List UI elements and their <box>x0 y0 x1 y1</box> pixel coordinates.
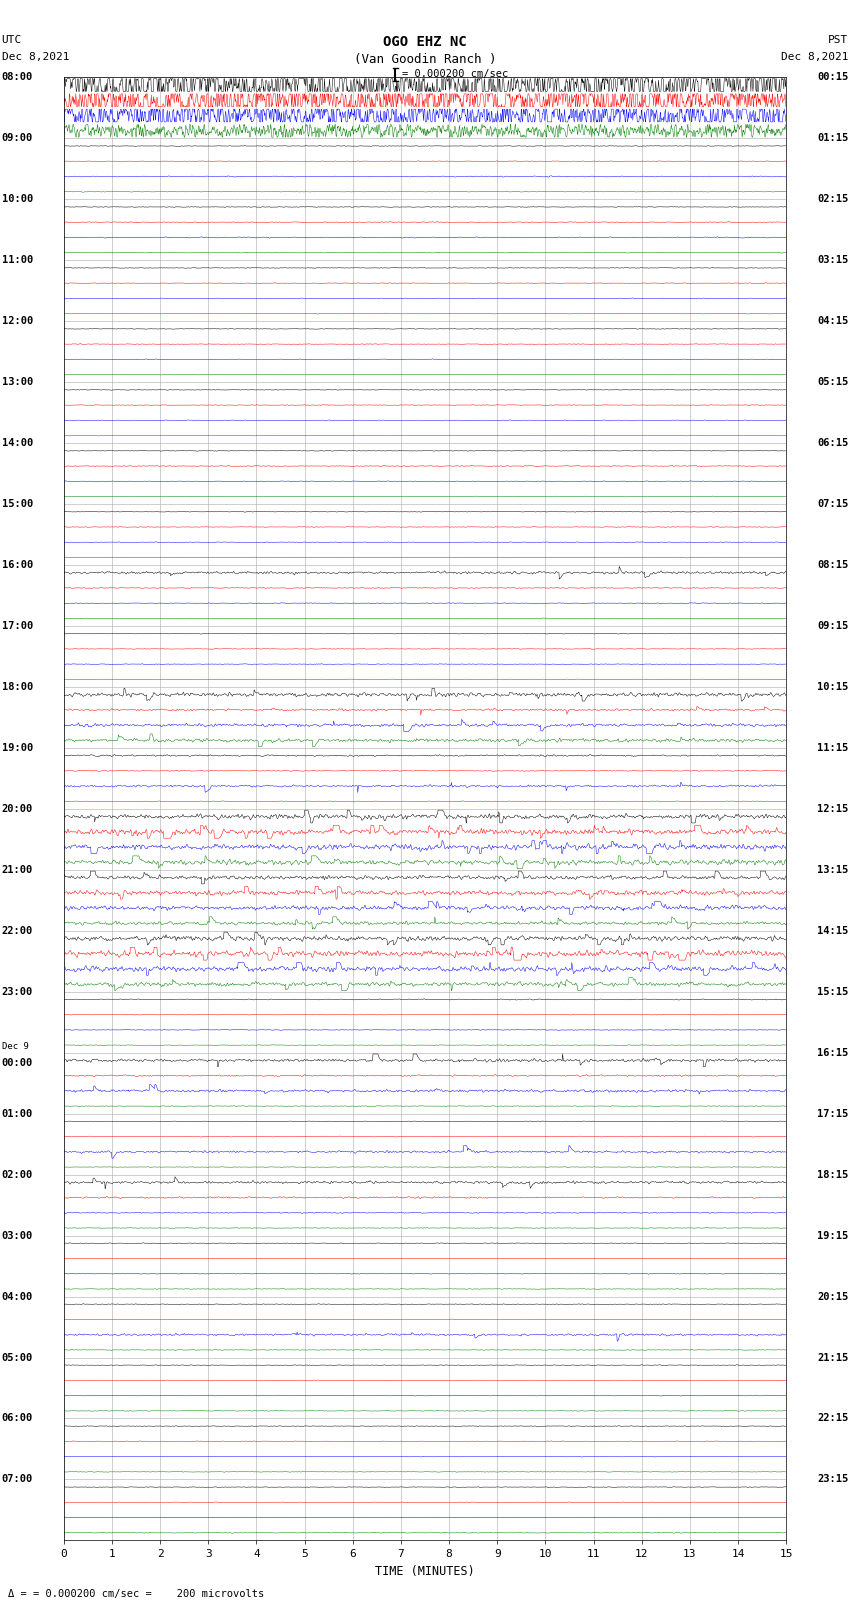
Text: 01:00: 01:00 <box>2 1108 33 1119</box>
Text: 02:15: 02:15 <box>817 194 848 205</box>
Text: 10:15: 10:15 <box>817 682 848 692</box>
Text: 21:15: 21:15 <box>817 1353 848 1363</box>
Text: 00:00: 00:00 <box>2 1058 33 1068</box>
Text: 16:15: 16:15 <box>817 1048 848 1058</box>
Text: 08:15: 08:15 <box>817 560 848 569</box>
Text: 14:15: 14:15 <box>817 926 848 936</box>
Text: 05:00: 05:00 <box>2 1353 33 1363</box>
Text: = 0.000200 cm/sec: = 0.000200 cm/sec <box>402 69 508 79</box>
Text: 12:15: 12:15 <box>817 803 848 815</box>
Text: 02:00: 02:00 <box>2 1169 33 1179</box>
X-axis label: TIME (MINUTES): TIME (MINUTES) <box>375 1565 475 1578</box>
Text: 14:00: 14:00 <box>2 439 33 448</box>
Text: 19:00: 19:00 <box>2 744 33 753</box>
Text: 12:00: 12:00 <box>2 316 33 326</box>
Text: 19:15: 19:15 <box>817 1231 848 1240</box>
Text: 01:15: 01:15 <box>817 134 848 144</box>
Text: 05:15: 05:15 <box>817 377 848 387</box>
Text: Dec 8,2021: Dec 8,2021 <box>781 52 848 61</box>
Text: 20:15: 20:15 <box>817 1292 848 1302</box>
Text: 07:15: 07:15 <box>817 498 848 510</box>
Text: 23:15: 23:15 <box>817 1474 848 1484</box>
Text: 13:15: 13:15 <box>817 865 848 874</box>
Text: 17:15: 17:15 <box>817 1108 848 1119</box>
Text: 10:00: 10:00 <box>2 194 33 205</box>
Text: Dec 9: Dec 9 <box>2 1042 29 1052</box>
Text: 06:00: 06:00 <box>2 1413 33 1424</box>
Text: 13:00: 13:00 <box>2 377 33 387</box>
Text: 09:00: 09:00 <box>2 134 33 144</box>
Text: 03:15: 03:15 <box>817 255 848 265</box>
Text: 18:00: 18:00 <box>2 682 33 692</box>
Text: 16:00: 16:00 <box>2 560 33 569</box>
Text: 18:15: 18:15 <box>817 1169 848 1179</box>
Text: PST: PST <box>828 35 848 45</box>
Text: 23:00: 23:00 <box>2 987 33 997</box>
Text: 08:00: 08:00 <box>2 73 33 82</box>
Text: 00:15: 00:15 <box>817 73 848 82</box>
Text: Dec 8,2021: Dec 8,2021 <box>2 52 69 61</box>
Text: 03:00: 03:00 <box>2 1231 33 1240</box>
Text: UTC: UTC <box>2 35 22 45</box>
Text: 20:00: 20:00 <box>2 803 33 815</box>
Text: 22:00: 22:00 <box>2 926 33 936</box>
Text: 17:00: 17:00 <box>2 621 33 631</box>
Text: 09:15: 09:15 <box>817 621 848 631</box>
Text: 04:15: 04:15 <box>817 316 848 326</box>
Text: 21:00: 21:00 <box>2 865 33 874</box>
Text: 07:00: 07:00 <box>2 1474 33 1484</box>
Text: 15:00: 15:00 <box>2 498 33 510</box>
Text: 15:15: 15:15 <box>817 987 848 997</box>
Text: 06:15: 06:15 <box>817 439 848 448</box>
Text: OGO EHZ NC: OGO EHZ NC <box>383 35 467 50</box>
Text: Δ = = 0.000200 cm/sec =    200 microvolts: Δ = = 0.000200 cm/sec = 200 microvolts <box>8 1589 264 1598</box>
Text: 22:15: 22:15 <box>817 1413 848 1424</box>
Text: 11:15: 11:15 <box>817 744 848 753</box>
Text: 11:00: 11:00 <box>2 255 33 265</box>
Text: (Van Goodin Ranch ): (Van Goodin Ranch ) <box>354 53 496 66</box>
Text: 04:00: 04:00 <box>2 1292 33 1302</box>
